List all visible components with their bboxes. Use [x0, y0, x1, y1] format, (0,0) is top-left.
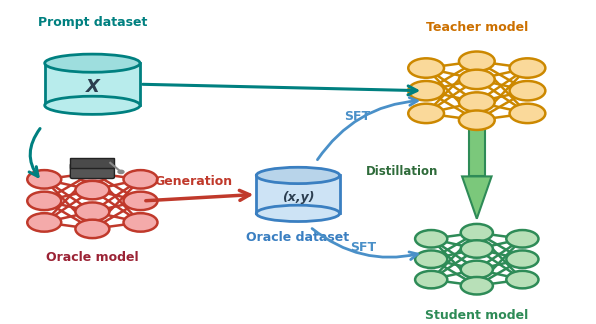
Circle shape — [75, 181, 109, 199]
Circle shape — [459, 52, 495, 71]
Text: (x,y): (x,y) — [282, 191, 314, 204]
Circle shape — [408, 104, 444, 123]
Circle shape — [415, 271, 447, 288]
Ellipse shape — [256, 167, 340, 184]
Ellipse shape — [45, 54, 140, 72]
Circle shape — [408, 81, 444, 100]
Text: Prompt dataset: Prompt dataset — [38, 16, 147, 29]
Circle shape — [507, 250, 539, 268]
FancyBboxPatch shape — [468, 125, 485, 176]
Circle shape — [118, 170, 124, 174]
Circle shape — [123, 213, 157, 232]
Circle shape — [415, 230, 447, 248]
Circle shape — [75, 164, 109, 182]
Circle shape — [510, 81, 545, 100]
Circle shape — [459, 110, 495, 130]
Text: Oracle model: Oracle model — [46, 251, 139, 264]
Circle shape — [75, 202, 109, 221]
Circle shape — [507, 230, 539, 248]
Ellipse shape — [45, 96, 140, 114]
FancyBboxPatch shape — [70, 158, 114, 168]
Circle shape — [27, 170, 61, 189]
Circle shape — [75, 220, 109, 238]
Circle shape — [510, 58, 545, 78]
Text: Student model: Student model — [425, 309, 529, 322]
Circle shape — [27, 191, 61, 210]
Text: X: X — [85, 78, 100, 97]
Circle shape — [459, 70, 495, 89]
Text: SFT: SFT — [350, 241, 377, 254]
Ellipse shape — [256, 205, 340, 222]
FancyBboxPatch shape — [256, 176, 340, 213]
Circle shape — [461, 240, 493, 258]
Circle shape — [408, 58, 444, 78]
Polygon shape — [462, 176, 492, 219]
Circle shape — [27, 213, 61, 232]
Circle shape — [461, 260, 493, 278]
Circle shape — [123, 191, 157, 210]
Circle shape — [507, 271, 539, 288]
Circle shape — [459, 92, 495, 112]
Text: SFT: SFT — [344, 110, 371, 123]
Text: Teacher model: Teacher model — [426, 21, 528, 34]
Circle shape — [510, 104, 545, 123]
Circle shape — [415, 250, 447, 268]
Text: Generation: Generation — [154, 175, 233, 188]
Text: Distillation: Distillation — [366, 165, 438, 178]
FancyBboxPatch shape — [45, 63, 140, 105]
Text: Oracle dataset: Oracle dataset — [246, 231, 350, 244]
Circle shape — [123, 170, 157, 189]
FancyBboxPatch shape — [70, 164, 114, 179]
Circle shape — [461, 224, 493, 241]
Circle shape — [461, 277, 493, 295]
